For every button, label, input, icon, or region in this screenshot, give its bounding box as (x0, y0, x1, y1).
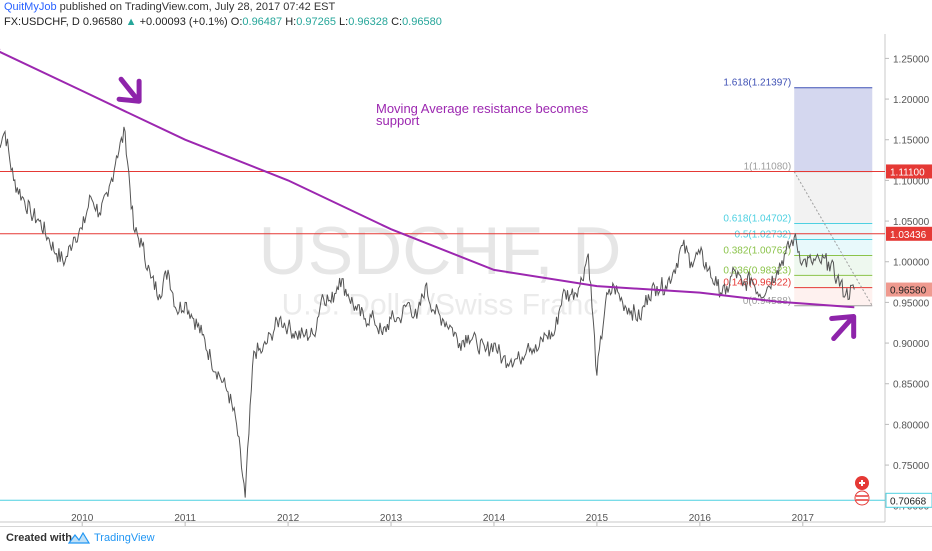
tradingview-logo-icon (68, 531, 90, 544)
fib-level-label: 0.618(1.04702) (723, 213, 791, 224)
price-chart[interactable]: USDCHF, DU.S. Dollar/Swiss Franc1.250001… (0, 30, 932, 526)
arrow-shaft (118, 76, 140, 102)
price-axis-label-box (886, 282, 932, 297)
change-value: +0.00093 (+0.1%) (139, 16, 228, 28)
fib-zone (794, 87, 873, 172)
annotation-text-line-1: Moving Average resistance becomes (376, 101, 589, 116)
annotation-arrow-icon (829, 314, 857, 342)
close-label: C: (391, 16, 403, 28)
price-axis-label-box (885, 492, 932, 508)
swiss-flag-cross (859, 480, 865, 486)
arrow-head (116, 78, 142, 104)
price-axis-label-text: 1.11100 (890, 167, 925, 178)
price-axis-label-text: 1.03436 (890, 230, 927, 241)
arrow-head (829, 314, 857, 340)
price-axis-label: 1.03436 (886, 226, 932, 241)
y-tick-label: 0.95000 (893, 298, 930, 309)
open-label: O: (230, 16, 243, 28)
price-axis-label-box (886, 226, 932, 241)
symbol-label[interactable]: FX:USDCHF, D (4, 16, 80, 28)
fib-level-label: 1(1.11080) (744, 162, 792, 173)
us-flag-stripes (856, 495, 868, 501)
y-tick-label: 1.25000 (893, 54, 930, 65)
arrow-shaft (831, 316, 855, 342)
author-link[interactable]: QuitMyJob (4, 1, 57, 13)
x-tick-label: 2016 (689, 513, 712, 524)
annotation-arrow-icon (116, 76, 142, 104)
flag-icons (854, 476, 870, 506)
x-tick-label: 2017 (792, 513, 815, 524)
tradingview-brand-link[interactable]: TradingView (94, 532, 155, 544)
fib-zone (794, 287, 873, 306)
x-tick-label: 2011 (174, 513, 196, 524)
low-value: 0.96328 (348, 16, 388, 28)
low-label: L: (339, 16, 349, 28)
ohlc-line: FX:USDCHF, D 0.96580 ▲ +0.00093 (+0.1%) … (4, 16, 442, 28)
fib-level-label: 0.146(0.96822) (723, 278, 791, 289)
fib-level-label: 0.5(1.02732) (734, 230, 791, 241)
price-axis-label: 0.70668 (885, 492, 932, 508)
annotation-text-line-2: support (376, 113, 420, 128)
x-tick-label: 2013 (380, 513, 403, 524)
created-with-text: Created with (6, 532, 73, 544)
high-label: H: (285, 16, 297, 28)
price-series-line (0, 126, 855, 498)
y-tick-label: 1.10000 (893, 176, 930, 187)
price-axis-label-text: 0.70668 (890, 496, 927, 507)
footer: Created with TradingView (0, 526, 932, 551)
close-value: 0.96580 (402, 16, 442, 28)
fib-zone (794, 171, 873, 224)
price-axis-label-box (886, 164, 932, 179)
fib-level-label: 0.382(1.00762) (723, 246, 791, 257)
x-tick-label: 2015 (586, 513, 609, 524)
y-tick-label: 1.20000 (893, 95, 930, 106)
chart-header: QuitMyJob published on TradingView.com, … (0, 0, 932, 30)
x-tick-label: 2014 (483, 513, 506, 524)
fib-trend-line (793, 171, 873, 307)
y-tick-label: 1.15000 (893, 136, 930, 147)
x-tick-label: 2012 (277, 513, 300, 524)
open-value: 0.96487 (242, 16, 283, 28)
y-tick-label: 1.05000 (893, 217, 930, 228)
y-tick-label: 0.80000 (893, 420, 930, 431)
fib-level-label: 1.618(1.21397) (723, 78, 791, 89)
last-price: 0.96580 (82, 16, 123, 28)
published-text: published on TradingView.com, July 28, 2… (59, 1, 336, 13)
fib-level-label: 0.236(0.98323) (723, 265, 791, 276)
price-axis-label: 0.96580 (886, 282, 932, 297)
high-value: 0.97265 (296, 16, 336, 28)
y-tick-label: 1.00000 (893, 258, 930, 269)
watermark-symbol: USDCHF, D (259, 213, 622, 289)
us-flag-icon (854, 490, 870, 506)
fib-zone (794, 239, 873, 256)
moving-average-line (0, 48, 855, 309)
publish-info: QuitMyJob published on TradingView.com, … (4, 1, 335, 13)
y-tick-label: 0.90000 (893, 339, 930, 350)
x-tick-label: 2010 (71, 513, 94, 524)
fib-zone (794, 223, 873, 240)
price-axis-label: 1.11100 (886, 164, 932, 179)
price-axis-label-text: 0.96580 (890, 286, 927, 297)
up-arrow-icon: ▲ (125, 16, 137, 28)
y-tick-label: 0.75000 (893, 461, 930, 472)
y-tick-label: 0.85000 (893, 380, 930, 391)
